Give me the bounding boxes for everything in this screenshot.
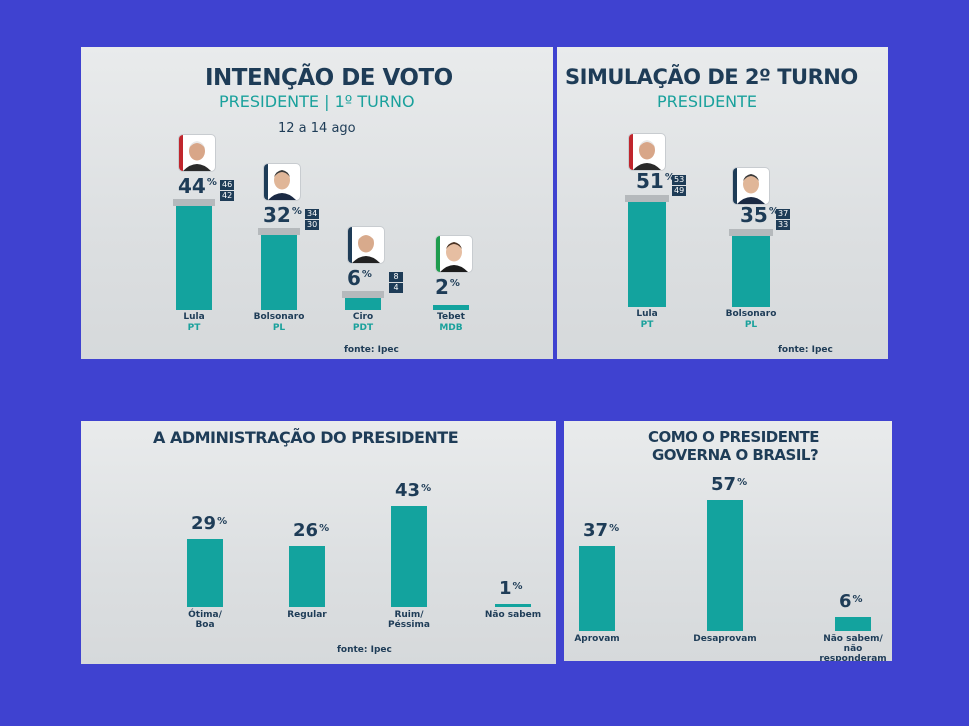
value-label: 32% [263, 203, 302, 228]
ci-cap [625, 194, 669, 202]
value-label: 6% [839, 591, 863, 613]
lula-photo-icon [178, 134, 216, 173]
ci-value: 46 [220, 180, 235, 191]
bar [495, 604, 531, 607]
ci-value: 49 [672, 185, 687, 196]
category-label: Tebet [437, 312, 465, 322]
panel-first-round: INTENÇÃO DE VOTO PRESIDENTE | 1º TURNO 1… [81, 47, 553, 359]
bar [835, 617, 871, 631]
ci-value: 53 [672, 174, 687, 185]
ci-value: 37 [776, 208, 791, 219]
tebet-photo-icon [435, 235, 473, 273]
bar-bolsonaro [732, 233, 770, 307]
confidence-interval: 37 33 [776, 208, 791, 230]
bar [187, 538, 223, 607]
chart-date: 12 a 14 ago [278, 121, 356, 136]
source-label: fonte: Ipec [344, 345, 399, 355]
bar-bolsonaro [261, 233, 297, 310]
value-label: 37% [583, 519, 620, 541]
chart-subtitle: PRESIDENTE [657, 92, 758, 111]
value-label: 44% [178, 174, 217, 199]
chart-title-line-1: COMO O PRESIDENTE [648, 428, 820, 446]
chart-title: SIMULAÇÃO DE 2º TURNO [565, 65, 858, 89]
category-label: Aprovam [574, 634, 620, 644]
ciro-photo-icon [347, 225, 385, 264]
party-label: PL [272, 323, 286, 333]
value-label: 43% [395, 479, 432, 501]
value-label: 26% [293, 519, 330, 541]
bar-ciro [345, 295, 381, 310]
category-label: Bolsonaro [253, 312, 305, 322]
bar-lula [628, 199, 666, 307]
ci-value: 30 [305, 220, 320, 231]
category-label: Bolsonaro [725, 309, 777, 319]
category-label: Desaprovam [693, 634, 757, 644]
ci-value: 33 [776, 219, 791, 230]
bar [289, 545, 325, 607]
chart-title: INTENÇÃO DE VOTO [205, 65, 453, 91]
party-label: MDB [439, 323, 463, 333]
bar [579, 545, 615, 631]
category-label: Lula [183, 312, 205, 322]
ci-cap [342, 290, 384, 298]
ci-cap [729, 228, 773, 236]
ci-cap [173, 199, 215, 207]
category-label: Ciro [352, 312, 374, 322]
ci-value: 34 [305, 209, 320, 220]
value-label: 57% [711, 473, 748, 495]
source-label: fonte: Ipec [778, 345, 833, 355]
lula-photo-icon [628, 132, 666, 171]
confidence-interval: 46 42 [220, 180, 235, 202]
chart-title-line-2: GOVERNA O BRASIL? [652, 446, 819, 464]
value-label: 35% [740, 202, 779, 227]
category-label: Regular [287, 610, 327, 620]
bar-lula [176, 204, 212, 310]
bolsonaro-photo-icon [732, 166, 770, 205]
party-label: PDT [352, 323, 374, 333]
confidence-interval: 53 49 [672, 174, 687, 196]
chart-title: A ADMINISTRAÇÃO DO PRESIDENTE [153, 428, 459, 447]
party-label: PT [640, 320, 654, 330]
bar [391, 505, 427, 607]
source-label: fonte: Ipec [337, 645, 392, 655]
category-label: Não sabem/não responderam [819, 634, 887, 661]
value-label: 6% [347, 265, 372, 290]
value-label: 29% [191, 512, 228, 534]
value-label: 2% [435, 275, 460, 299]
panel-approval: COMO O PRESIDENTE GOVERNA O BRASIL? 37% A… [564, 421, 892, 661]
bar [707, 499, 743, 631]
party-label: PL [744, 320, 758, 330]
bolsonaro-photo-icon [263, 163, 301, 202]
ci-value: 4 [389, 282, 403, 293]
value-label: 51% [636, 168, 675, 193]
bar-tebet [433, 305, 469, 310]
panel-second-round: SIMULAÇÃO DE 2º TURNO PRESIDENTE 51% 53 49… [557, 47, 888, 359]
ci-cap [258, 228, 300, 236]
category-label: Ruim/Péssima [388, 610, 430, 630]
category-label: Lula [636, 309, 658, 319]
chart-subtitle: PRESIDENTE | 1º TURNO [219, 92, 415, 111]
ci-value: 8 [389, 271, 403, 282]
party-label: PT [187, 323, 201, 333]
value-label: 1% [499, 578, 523, 599]
category-label: Ótima/Boa [188, 610, 222, 630]
panel-administration: A ADMINISTRAÇÃO DO PRESIDENTE 29% Ótima/B… [81, 421, 556, 664]
category-label: Não sabem [484, 610, 542, 620]
confidence-interval: 34 30 [305, 209, 320, 231]
ci-value: 42 [220, 191, 235, 202]
